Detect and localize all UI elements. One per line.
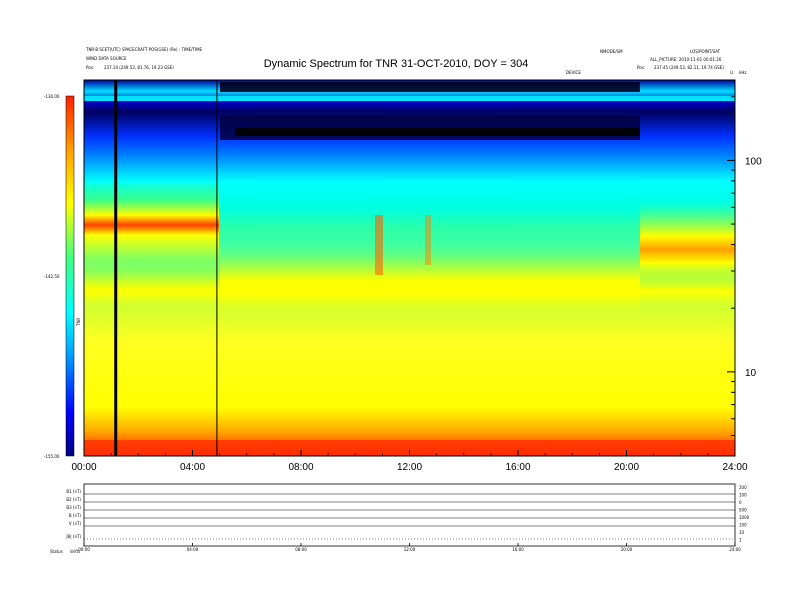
lower-panel-frame xyxy=(83,483,736,547)
x-tick-label: 16:00 xyxy=(505,462,530,473)
lower-row-label: B2 (nT) xyxy=(66,497,81,502)
header-right-line1: NMODE/SM xyxy=(600,49,623,54)
lower-right-tick: 10 xyxy=(739,530,745,535)
lower-footer-value: drifts xyxy=(70,549,80,554)
header-right-line2: LOS/POINT/SAT xyxy=(690,49,721,54)
colorbar-label: TNR xyxy=(76,318,81,327)
lower-x-tick-label: 20:00 xyxy=(621,547,633,552)
heatmap-left-band xyxy=(84,180,219,280)
heatmap-bottom-red xyxy=(84,440,735,456)
header-left-pos-value: 237.10 (249.53, 81.76, 19.23 GSE) xyxy=(104,65,174,70)
header-small-right: U xyxy=(730,70,733,75)
header-right-line3: ALL_PICTURE: 2010-11-01 00:01:26 xyxy=(650,57,722,62)
x-axis: 00:00 04:00 08:00 12:00 16:00 20:00 24:00 xyxy=(71,450,748,473)
lower-row-label: B1 (nT) xyxy=(66,489,81,494)
colorbar-tick-bottom: -155.00 xyxy=(44,454,60,459)
y-axis: 10 100 xyxy=(727,96,762,457)
heatmap-right-band xyxy=(640,200,735,290)
header-small-right2: kHz xyxy=(739,70,747,75)
heatmap-burst-1 xyxy=(375,215,383,275)
header-left-line1: TNR-B SCET(UTC) SPACECRAFT POS(GSE) (Re)… xyxy=(86,47,203,52)
header-small-mid: DEVICE xyxy=(566,70,581,75)
heatmap-black-strip xyxy=(235,128,640,136)
lower-right-tick: 0 xyxy=(739,500,742,505)
colorbar-tick-top: -130.00 xyxy=(44,94,60,99)
colorbar xyxy=(65,95,75,457)
x-tick-label: 20:00 xyxy=(614,462,639,473)
x-tick-label: 12:00 xyxy=(397,462,422,473)
lower-row-label: V (nT) xyxy=(69,521,82,526)
chart-title: Dynamic Spectrum for TNR 31-OCT-2010, DO… xyxy=(263,58,529,70)
x-tick-label: 00:00 xyxy=(71,462,96,473)
lower-x-tick-label: 00:00 xyxy=(78,547,90,552)
header-left-line2: WIND DATA SOURCE xyxy=(86,56,127,61)
heatmap-dark-band xyxy=(220,115,640,140)
lower-footer-label: Status xyxy=(50,549,63,554)
lower-row-label: B (nT) xyxy=(69,513,82,518)
lower-x-tick-label: 04:00 xyxy=(187,547,199,552)
header-left-pos-label: Pos: xyxy=(86,65,95,70)
x-tick-label: 08:00 xyxy=(288,462,313,473)
lower-right-tick: 1 xyxy=(739,538,742,543)
lower-right-tick: 500 xyxy=(739,508,747,513)
heatmap xyxy=(84,80,735,456)
lower-row-label: |B| (nT) xyxy=(66,534,81,539)
lower-x-tick-label: 12:00 xyxy=(404,547,416,552)
time-markers xyxy=(114,80,218,456)
lower-right-tick: 200 xyxy=(739,485,747,490)
x-tick-label: 04:00 xyxy=(180,462,205,473)
lower-row-label: B3 (nT) xyxy=(66,505,81,510)
lower-x-tick-label: 16:00 xyxy=(512,547,524,552)
heatmap-cyan-stripe xyxy=(84,96,735,101)
lower-x-tick-label: 24:00 xyxy=(729,547,741,552)
lower-x-tick-label: 08:00 xyxy=(295,547,307,552)
lower-x-ticks: 00:00 04:00 08:00 12:00 16:00 20:00 24:00 xyxy=(78,543,741,552)
header-right-pos-value: 237.45 (249.53, 82.11, 19.74 GSE) xyxy=(654,65,724,70)
lower-rows: B1 (nT) B2 (nT) B3 (nT) B (nT) V (nT) |B| (nT… xyxy=(66,489,735,540)
x-tick-label: 24:00 xyxy=(722,462,747,473)
y-tick-label: 100 xyxy=(745,156,762,167)
lower-panel: B1 (nT) B2 (nT) B3 (nT) B (nT) V (nT) |B| (nT… xyxy=(50,483,750,554)
colorbar-tick-mid: -142.50 xyxy=(44,274,60,279)
lower-right-tick: 100 xyxy=(739,523,747,528)
heatmap-top-black xyxy=(220,82,640,92)
heatmap-burst-2 xyxy=(425,215,431,265)
header-right-pos-label: Pos: xyxy=(637,65,646,70)
y-tick-label: 10 xyxy=(745,368,757,379)
lower-right-tick: 100 xyxy=(739,493,747,498)
lower-right-tick: 1000 xyxy=(739,515,750,520)
